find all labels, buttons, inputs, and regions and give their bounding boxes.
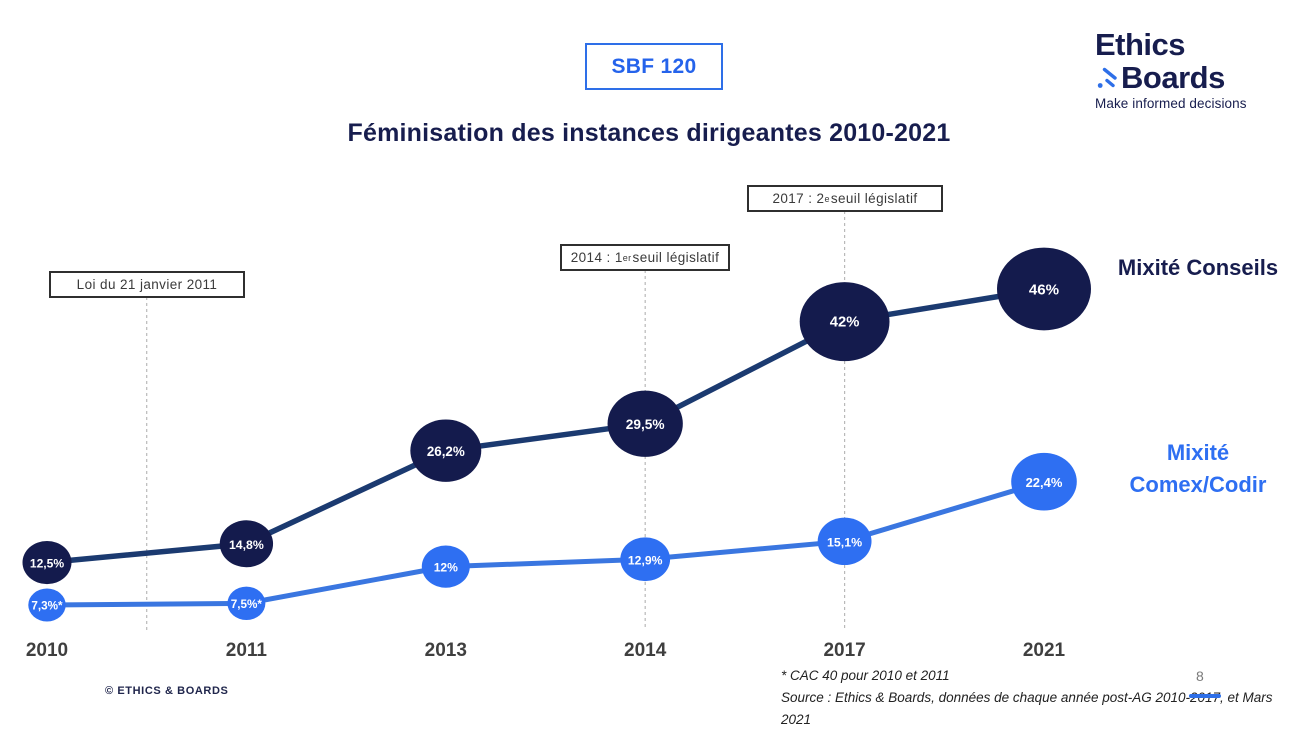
- logo-tagline: Make informed decisions: [1095, 96, 1247, 111]
- data-point-label: 26,2%: [427, 444, 465, 459]
- copyright-text: © ETHICS & BOARDS: [105, 685, 229, 697]
- data-point-2021-conseils: [996, 247, 1092, 331]
- legend-mixite-conseils: Mixité Conseils: [1117, 255, 1279, 280]
- comex-series-line: [46, 479, 1045, 608]
- data-point-label: 15,1%: [827, 535, 862, 549]
- logo-text-ethics: Ethics: [1095, 27, 1186, 62]
- ethics-boards-logo: Ethics Boards Make informed decisions: [1095, 28, 1247, 111]
- x-axis-label-2021: 2021: [1022, 640, 1066, 661]
- footnote-source: Source : Ethics & Boards, données de cha…: [781, 690, 1273, 727]
- data-point-label: 14,8%: [229, 538, 264, 552]
- data-point-2014-conseils: [607, 390, 683, 457]
- page-number-underline: [1189, 694, 1221, 698]
- page-number: 8: [1196, 668, 1204, 684]
- data-point-2014-comex: [620, 537, 671, 582]
- annotation-box-loi-2011: Loi du 21 janvier 2011: [49, 271, 245, 298]
- data-point-2011-conseils: [219, 520, 274, 568]
- annotation-text: seuil législatif: [632, 250, 720, 265]
- data-point-2013-conseils: [410, 419, 482, 482]
- data-point-label: 46%: [1029, 281, 1060, 298]
- annotation-box-seuil-2014: 2014 : 1 er seuil législatif: [560, 244, 730, 271]
- data-point-label: 22,4%: [1026, 475, 1063, 490]
- data-point-2017-conseils: [799, 282, 890, 362]
- logo-text-boards: Boards: [1121, 60, 1225, 95]
- annotation-text: seuil législatif: [830, 191, 918, 206]
- data-point-label: 12,9%: [628, 553, 663, 567]
- footnote-cac40: * CAC 40 pour 2010 et 2011: [781, 668, 950, 683]
- index-badge: SBF 120: [585, 43, 723, 90]
- annotation-text: Loi du 21 janvier 2011: [76, 277, 218, 292]
- data-point-label: 12,5%: [30, 557, 65, 571]
- logo-word-1: Ethics: [1095, 28, 1247, 61]
- data-point-2021-comex: [1011, 452, 1077, 511]
- data-point-label: 29,5%: [626, 417, 665, 432]
- x-axis-label-2014: 2014: [624, 640, 667, 661]
- conseils-series-line: [46, 286, 1045, 566]
- annotation-text: 2014 : 1: [570, 250, 623, 265]
- logo-ampersand-icon: [1095, 66, 1119, 90]
- x-axis-label-2010: 2010: [25, 640, 69, 661]
- data-point-2011-comex: [227, 586, 266, 621]
- data-point-2010-comex: [28, 588, 66, 622]
- data-point-label: 7,3%*: [31, 599, 63, 612]
- data-point-2013-comex: [421, 545, 470, 588]
- legend-mixite-comex-codir: Mixité Comex/Codir: [1129, 440, 1267, 497]
- data-point-label: 42%: [830, 315, 860, 331]
- footnotes: * CAC 40 pour 2010 et 2011 Source : Ethi…: [781, 665, 1298, 731]
- data-point-label: 12%: [434, 561, 458, 575]
- index-badge-label: SBF 120: [611, 54, 697, 78]
- data-point-2010-conseils: [22, 540, 72, 585]
- x-axis-label-2013: 2013: [424, 640, 467, 661]
- x-axis-label-2011: 2011: [225, 640, 267, 661]
- logo-word-2: Boards: [1095, 61, 1247, 94]
- data-point-label: 7,5%*: [231, 598, 263, 611]
- chart-title: Féminisation des instances dirigeantes 2…: [347, 119, 951, 147]
- annotation-text: 2017 : 2: [772, 191, 825, 206]
- data-point-2017-comex: [817, 517, 872, 566]
- x-axis-label-2017: 2017: [823, 640, 866, 661]
